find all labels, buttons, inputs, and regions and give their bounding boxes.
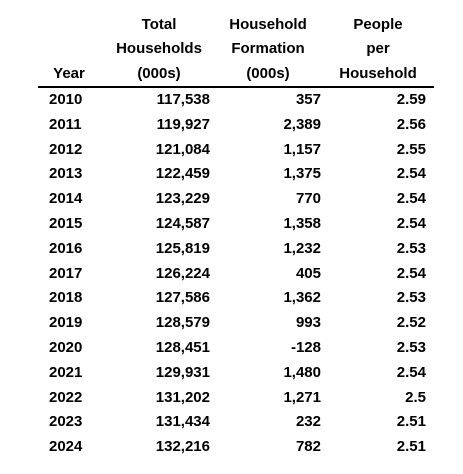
cell-year: 2018 — [49, 289, 83, 307]
cell-year: 2020 — [49, 338, 83, 356]
header-people-per-household: People per Household — [326, 8, 430, 86]
cell-year: 2022 — [49, 388, 83, 406]
header-formation-line-3: (000s) — [246, 64, 290, 82]
cell-year: 2024 — [49, 438, 83, 456]
cell-household-formation: 232 — [295, 413, 321, 431]
cell-people-per-household: 2.54 — [396, 363, 426, 381]
cell-household-formation: 993 — [295, 314, 321, 332]
cell-year: 2021 — [49, 363, 83, 381]
cell-total-households: 129,931 — [155, 363, 210, 381]
header-people-line-3: Household — [339, 64, 417, 82]
table-row: 2024 132,216 782 2.51 — [0, 435, 463, 460]
cell-people-per-household: 2.51 — [396, 413, 426, 431]
table-row: 2012 121,084 1,157 2.55 — [0, 138, 463, 163]
cell-people-per-household: 2.54 — [396, 264, 426, 282]
table-row: 2013 122,459 1,375 2.54 — [0, 162, 463, 187]
table-row: 2021 129,931 1,480 2.54 — [0, 361, 463, 386]
table-row: 2020 128,451 -128 2.53 — [0, 336, 463, 361]
table-row: 2016 125,819 1,232 2.53 — [0, 237, 463, 262]
cell-household-formation: 770 — [295, 190, 321, 208]
cell-people-per-household: 2.54 — [396, 214, 426, 232]
cell-total-households: 132,216 — [155, 438, 210, 456]
header-formation-line-1: Household — [229, 15, 307, 33]
table-row: 2014 123,229 770 2.54 — [0, 187, 463, 212]
cell-year: 2011 — [49, 115, 82, 133]
header-year-label: Year — [53, 64, 85, 82]
cell-people-per-household: 2.52 — [396, 314, 426, 332]
cell-total-households: 127,586 — [155, 289, 210, 307]
cell-people-per-household: 2.56 — [396, 115, 426, 133]
cell-total-households: 131,202 — [155, 388, 210, 406]
cell-year: 2010 — [49, 91, 83, 108]
cell-total-households: 125,819 — [155, 239, 210, 257]
header-household-formation: Household Formation (000s) — [218, 8, 318, 86]
cell-year: 2023 — [49, 413, 83, 431]
cell-people-per-household: 2.53 — [396, 338, 426, 356]
header-year: Year — [40, 8, 98, 86]
table-row: 2010 117,538 357 2.59 — [0, 88, 463, 113]
cell-total-households: 126,224 — [155, 264, 210, 282]
cell-year: 2013 — [49, 165, 83, 183]
cell-people-per-household: 2.59 — [396, 91, 426, 108]
table-row: 2023 131,434 232 2.51 — [0, 410, 463, 435]
header-total-line-2: Households — [116, 40, 202, 57]
header-total-line-1: Total — [141, 15, 177, 33]
cell-year: 2014 — [49, 190, 83, 208]
cell-household-formation: 1,157 — [283, 140, 321, 158]
cell-household-formation: 1,358 — [283, 214, 321, 232]
cell-total-households: 128,579 — [155, 314, 210, 332]
header-people-line-2: per — [366, 40, 390, 57]
cell-people-per-household: 2.5 — [405, 388, 426, 406]
cell-year: 2015 — [49, 214, 83, 232]
cell-year: 2019 — [49, 314, 83, 332]
cell-household-formation: 2,389 — [283, 115, 321, 133]
table-row: 2019 128,579 993 2.52 — [0, 311, 463, 336]
cell-total-households: 119,927 — [156, 115, 210, 133]
table-row: 2011 119,927 2,389 2.56 — [0, 113, 463, 138]
cell-total-households: 117,538 — [156, 91, 210, 108]
cell-household-formation: 1,480 — [283, 363, 321, 381]
cell-people-per-household: 2.53 — [396, 239, 426, 257]
table-row: 2022 131,202 1,271 2.5 — [0, 386, 463, 411]
cell-household-formation: 1,375 — [283, 165, 321, 183]
cell-household-formation: 405 — [295, 264, 321, 282]
cell-total-households: 121,084 — [155, 140, 210, 158]
header-total-households: Total Households (000s) — [104, 8, 214, 86]
cell-people-per-household: 2.54 — [396, 165, 426, 183]
cell-household-formation: 357 — [295, 91, 321, 108]
table-row: 2017 126,224 405 2.54 — [0, 262, 463, 287]
header-total-line-3: (000s) — [137, 64, 181, 82]
table-header: Year Total Households (000s) Household F… — [0, 8, 463, 86]
table-row: 2018 127,586 1,362 2.53 — [0, 286, 463, 311]
cell-people-per-household: 2.53 — [396, 289, 426, 307]
cell-household-formation: -128 — [290, 338, 321, 356]
cell-household-formation: 1,232 — [283, 239, 321, 257]
cell-household-formation: 1,271 — [283, 388, 321, 406]
cell-total-households: 124,587 — [155, 214, 210, 232]
cell-total-households: 123,229 — [155, 190, 210, 208]
header-formation-line-2: Formation — [231, 40, 305, 57]
cell-year: 2012 — [49, 140, 83, 158]
cell-people-per-household: 2.51 — [396, 438, 426, 456]
table-row: 2015 124,587 1,358 2.54 — [0, 212, 463, 237]
cell-total-households: 128,451 — [155, 338, 210, 356]
cell-people-per-household: 2.54 — [396, 190, 426, 208]
cell-year: 2017 — [49, 264, 83, 282]
cell-year: 2016 — [49, 239, 83, 257]
table-body: 2010 117,538 357 2.59 2011 119,927 2,389… — [0, 88, 463, 460]
cell-household-formation: 782 — [295, 438, 321, 456]
cell-total-households: 131,434 — [155, 413, 210, 431]
cell-people-per-household: 2.55 — [396, 140, 426, 158]
header-people-line-1: People — [353, 15, 403, 33]
header-divider — [38, 86, 434, 88]
cell-household-formation: 1,362 — [283, 289, 321, 307]
cell-total-households: 122,459 — [155, 165, 210, 183]
